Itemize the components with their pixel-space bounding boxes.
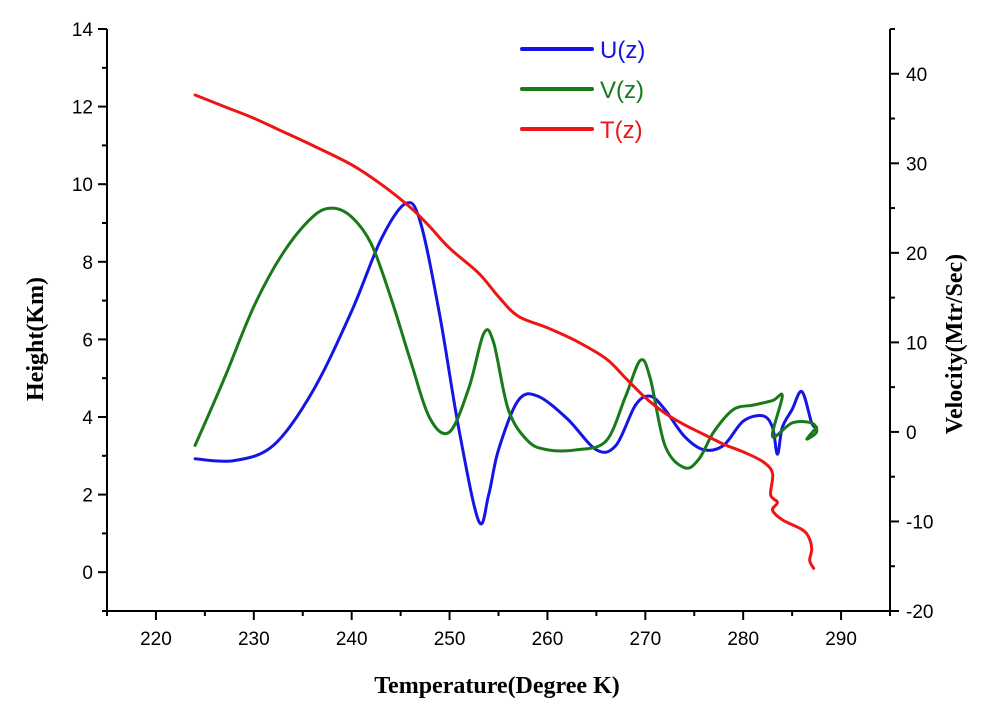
x-tick-label: 260 (532, 629, 564, 650)
y-left-tick-label: 10 (72, 175, 93, 196)
legend: U(z) V(z) T(z) (520, 37, 645, 144)
y-left-tick-label: 2 (82, 486, 93, 507)
legend-label-t-z: T(z) (600, 117, 643, 144)
y-right-axis-title: Velocity(Mtr/Sec) (942, 254, 968, 434)
x-tick-label: 280 (727, 629, 759, 650)
series-line-u-z (193, 201, 819, 526)
series-line-t-z (193, 93, 816, 570)
legend-label-u-z: U(z) (600, 37, 645, 64)
series-line-v-z (193, 206, 819, 470)
y-left-tick-label: 0 (82, 563, 93, 584)
x-tick-label: 220 (140, 629, 172, 650)
y-left-tick-label: 14 (72, 20, 94, 41)
y-right-tick-label: 20 (906, 244, 927, 265)
y-right-tick-label: 30 (906, 154, 927, 175)
x-tick-label: 250 (434, 629, 466, 650)
legend-label-v-z: V(z) (600, 77, 644, 104)
y-right-tick-label: -10 (906, 512, 933, 533)
y-left-tick-label: 6 (82, 330, 93, 351)
y-right-tick-label: 0 (906, 423, 917, 444)
x-tick-label: 290 (825, 629, 857, 650)
series-layer (193, 93, 819, 570)
axes: 220 230 240 250 260 270 280 290 0 2 4 6 8 10 12 14 -20 -1… (72, 20, 934, 650)
y-right-tick-label: -20 (906, 602, 933, 623)
x-tick-label: 240 (336, 629, 368, 650)
x-tick-label: 270 (629, 629, 661, 650)
y-left-tick-label: 4 (82, 408, 93, 429)
y-left-tick-label: 8 (82, 253, 93, 274)
y-right-tick-label: 40 (906, 65, 927, 86)
y-right-tick-label: 10 (906, 333, 927, 354)
x-tick-label: 230 (238, 629, 270, 650)
y-left-tick-label: 12 (72, 98, 93, 119)
x-axis-title: Temperature(Degree K) (374, 673, 619, 699)
y-left-axis-title: Height(Km) (23, 277, 49, 401)
